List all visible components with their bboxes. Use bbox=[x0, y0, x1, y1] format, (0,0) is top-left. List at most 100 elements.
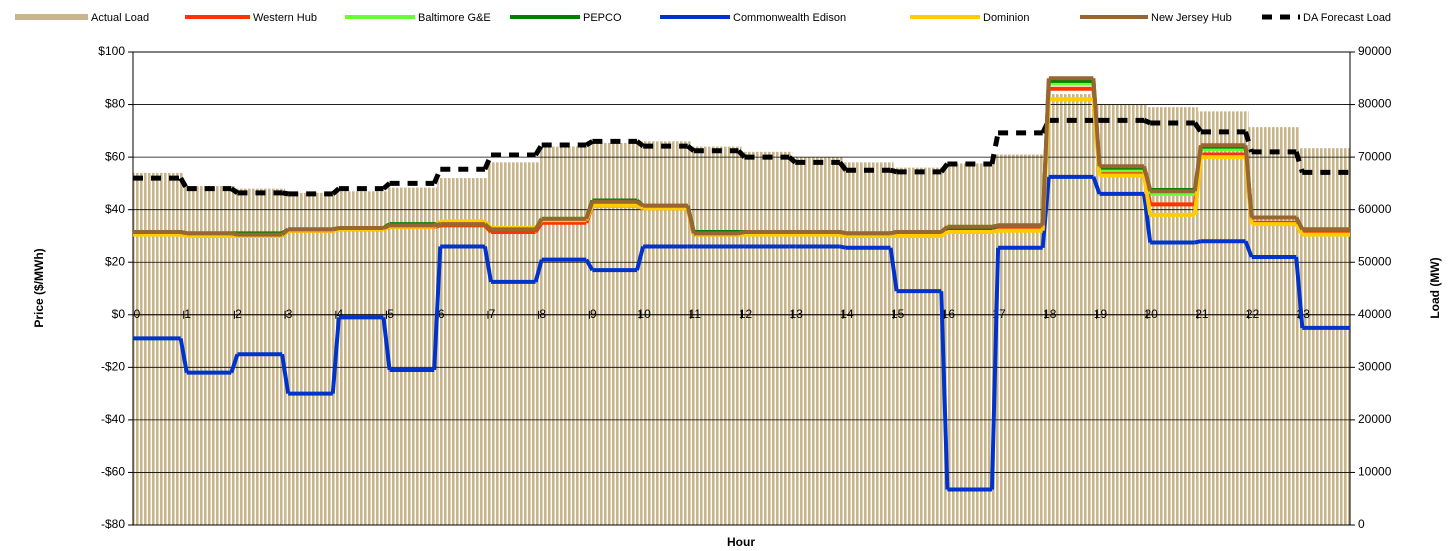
load-bar bbox=[285, 192, 336, 526]
step-riser bbox=[533, 259, 544, 283]
step-riser bbox=[1294, 223, 1305, 236]
x-tick-label: 7 bbox=[489, 307, 496, 321]
step-riser bbox=[1142, 165, 1153, 192]
step-riser bbox=[432, 246, 443, 371]
y2-tick-label: 60000 bbox=[1358, 202, 1392, 216]
y2-tick-label: 10000 bbox=[1358, 465, 1392, 479]
load-bar bbox=[944, 163, 996, 525]
step-riser bbox=[787, 155, 797, 165]
x-axis-label: Hour bbox=[727, 535, 755, 549]
step-riser bbox=[584, 258, 595, 272]
x-tick-label: 0 bbox=[134, 307, 141, 321]
y2-tick-label: 90000 bbox=[1358, 44, 1392, 58]
x-tick-label: 11 bbox=[689, 307, 702, 321]
x-tick-label: 2 bbox=[235, 307, 242, 321]
step-riser bbox=[939, 225, 949, 234]
step-riser bbox=[1091, 176, 1102, 195]
y2-tick-label: 20000 bbox=[1358, 412, 1392, 426]
step-riser bbox=[1091, 78, 1102, 167]
x-tick-label: 15 bbox=[891, 307, 905, 321]
step-riser bbox=[533, 143, 544, 157]
step-riser bbox=[483, 222, 493, 231]
load-bar bbox=[538, 146, 590, 525]
load-bar bbox=[183, 186, 235, 525]
step-riser bbox=[229, 353, 240, 374]
plot-border bbox=[132, 51, 1351, 526]
load-bar bbox=[690, 146, 742, 525]
load-bar bbox=[1299, 148, 1350, 525]
load-bar bbox=[1197, 111, 1249, 525]
x-tick-label: 22 bbox=[1246, 307, 1260, 321]
load-bar bbox=[842, 162, 894, 525]
y-tick-label: $60 bbox=[105, 149, 125, 163]
y2-tick-label: 80000 bbox=[1358, 97, 1392, 111]
x-tick-label: 8 bbox=[539, 307, 546, 321]
y2-tick-label: 70000 bbox=[1358, 149, 1392, 163]
x-tick-label: 10 bbox=[637, 307, 651, 321]
step-riser bbox=[738, 230, 745, 236]
step-riser bbox=[839, 230, 847, 236]
x-tick-label: 5 bbox=[387, 307, 394, 321]
x-tick-label: 19 bbox=[1094, 307, 1108, 321]
x-tick-label: 6 bbox=[438, 307, 445, 321]
step-riser bbox=[1192, 121, 1203, 134]
step-riser bbox=[178, 338, 189, 373]
y-tick-label: $20 bbox=[105, 254, 125, 268]
y2-tick-label: 30000 bbox=[1358, 360, 1392, 374]
y2-tick-label: 40000 bbox=[1358, 307, 1392, 321]
legend-label: DA Forecast Load bbox=[1303, 12, 1391, 24]
step-riser bbox=[1142, 193, 1153, 243]
load-bar bbox=[1045, 94, 1097, 526]
step-riser bbox=[381, 317, 392, 371]
step-riser bbox=[685, 205, 696, 234]
legend-label: Actual Load bbox=[91, 12, 149, 24]
step-riser bbox=[1040, 78, 1051, 226]
step-riser bbox=[482, 246, 493, 283]
step-riser bbox=[736, 149, 747, 159]
y2-axis-label: Load (MW) bbox=[1428, 257, 1442, 318]
y-tick-label: -$40 bbox=[101, 412, 125, 426]
step-riser bbox=[939, 162, 950, 174]
step-riser bbox=[1243, 131, 1255, 153]
step-riser bbox=[281, 190, 289, 197]
step-riser bbox=[888, 247, 899, 292]
step-riser bbox=[989, 247, 1001, 490]
load-bar bbox=[437, 178, 488, 525]
step-riser bbox=[280, 227, 290, 237]
x-tick-label: 14 bbox=[840, 307, 854, 321]
y-tick-label: $80 bbox=[105, 97, 125, 111]
step-riser bbox=[180, 230, 188, 236]
load-bar bbox=[386, 187, 438, 526]
step-riser bbox=[1293, 151, 1305, 174]
step-riser bbox=[889, 167, 898, 175]
step-riser bbox=[482, 154, 494, 171]
y2-tick-label: 50000 bbox=[1358, 254, 1392, 268]
step-riser bbox=[839, 244, 847, 250]
y-tick-label: $0 bbox=[112, 307, 126, 321]
x-tick-label: 20 bbox=[1144, 307, 1158, 321]
step-riser bbox=[1294, 256, 1305, 329]
step-riser bbox=[229, 186, 239, 195]
legend-label: Western Hub bbox=[253, 12, 317, 24]
step-riser bbox=[991, 228, 999, 234]
load-bar bbox=[487, 162, 539, 525]
x-tick-label: 3 bbox=[286, 307, 293, 321]
legend-label: Baltimore G&E bbox=[418, 12, 491, 24]
step-riser bbox=[178, 176, 189, 190]
step-riser bbox=[890, 230, 898, 236]
load-bar bbox=[1147, 107, 1198, 525]
load-bar bbox=[893, 167, 945, 525]
step-riser bbox=[1143, 118, 1152, 126]
step-riser bbox=[1194, 239, 1202, 245]
x-tick-label: 18 bbox=[1043, 307, 1057, 321]
legend-swatch bbox=[15, 14, 88, 20]
x-tick-label: 12 bbox=[739, 307, 753, 321]
y-tick-label: $40 bbox=[105, 202, 125, 216]
x-tick-label: 13 bbox=[790, 307, 804, 321]
load-bar bbox=[741, 151, 793, 525]
x-tick-label: 1 bbox=[184, 307, 191, 321]
legend-label: PEPCO bbox=[583, 12, 622, 24]
step-riser bbox=[330, 317, 341, 394]
step-riser bbox=[940, 230, 949, 238]
y-tick-label: -$80 bbox=[101, 517, 125, 531]
